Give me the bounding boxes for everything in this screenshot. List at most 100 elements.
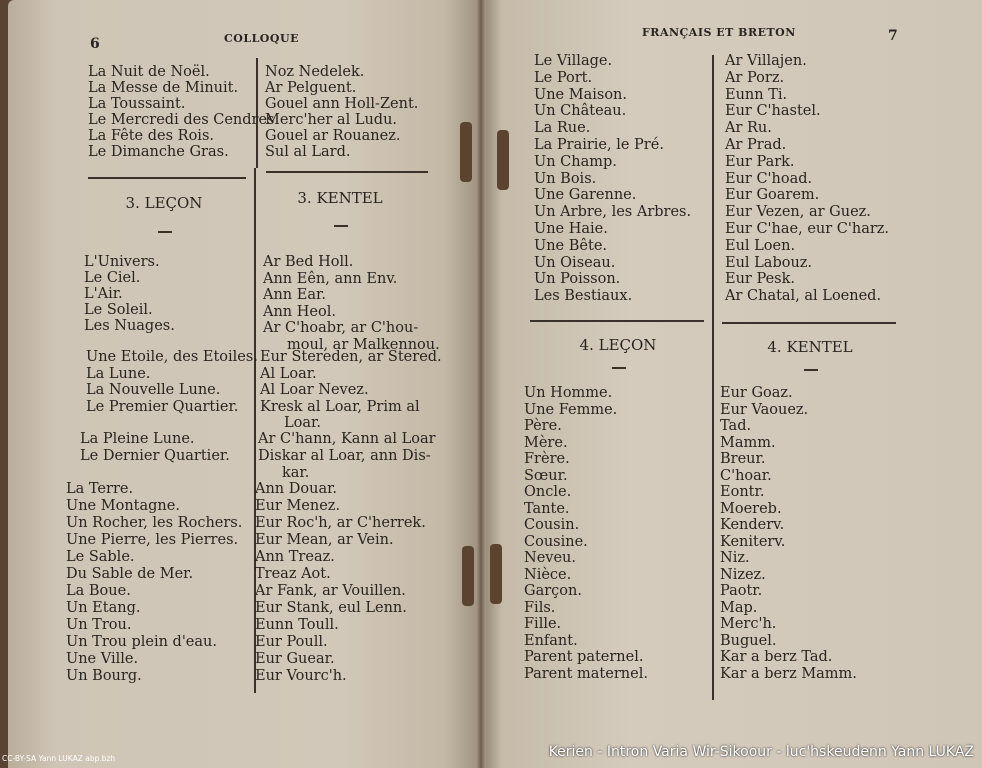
french-term: Le Dimanche Gras. <box>88 144 229 160</box>
french-term: Une Haie. <box>534 220 608 237</box>
french-term: La Rue. <box>534 120 591 137</box>
binding-hole <box>460 122 472 182</box>
breton-term: Nizez. <box>720 566 766 583</box>
french-term: La Fête des Rois. <box>88 128 214 144</box>
breton-term: Map. <box>720 599 758 616</box>
french-column: Un Homme. Une Femme. Père. Mère. Frère. Sœur.… <box>524 385 648 682</box>
breton-term: Eur Vaouez. <box>720 401 809 418</box>
breton-term: Niz. <box>720 550 750 566</box>
breton-term: Kar a berz Mamm. <box>720 665 857 682</box>
breton-term: Eontr. <box>720 484 765 500</box>
french-column: L'Univers. Le Ciel. L'Air. Le Soleil. Les Nu… <box>84 254 175 334</box>
breton-term: Ar Pelguent. <box>265 80 357 96</box>
binding-hole <box>490 544 502 604</box>
breton-term: Gouel ann Holl-Zent. <box>265 96 419 112</box>
running-header: FRANÇAIS ET BRETON <box>642 26 796 39</box>
breton-column: Noz Nedelek. Ar Pelguent. Gouel ann Holl-Z… <box>265 64 418 160</box>
breton-term: Buguel. <box>720 632 777 649</box>
french-term: Nièce. <box>524 566 572 583</box>
breton-term: Ar Ru. <box>725 120 772 137</box>
breton-term: Ann Eên, ann Env. <box>263 270 398 287</box>
breton-term: Eur Mean, ar Vein. <box>255 532 394 548</box>
lesson-heading-br: 3. KENTEL <box>297 189 383 207</box>
french-term: Tante. <box>524 500 570 517</box>
french-term: Un Homme. <box>524 385 613 401</box>
french-column: Le Village. Le Port. Une Maison. Un Château… <box>534 53 691 305</box>
breton-term: Eul Labouz. <box>725 254 813 271</box>
french-term: Un Bois. <box>534 170 597 187</box>
french-term: Un Trou plein d'eau. <box>66 634 217 650</box>
license-credit: CC-BY-SA Yann LUKAZ abp.bzh <box>2 754 116 763</box>
french-term: La Nouvelle Lune. <box>86 382 221 398</box>
french-term: Garçon. <box>524 583 582 599</box>
breton-term: Ann Douar. <box>255 481 338 497</box>
french-term: Un Trou. <box>66 617 132 633</box>
french-term: Un Rocher, les Rochers. <box>66 515 243 531</box>
breton-column: Ar Bed Holl. Ann Eên, ann Env. Ann Ear. Ann… <box>263 254 440 353</box>
french-column: La Terre. Une Montagne. Un Rocher, les Roc… <box>66 481 242 685</box>
breton-term: Ar Chatal, al Loened. <box>725 288 882 305</box>
photo-caption: Kerien - Intron Varia Wir-Sikoour - luc'… <box>548 744 974 760</box>
binding-hole <box>462 546 474 606</box>
lesson-heading-fr: 4. LEÇON <box>579 336 657 354</box>
french-term: La Pleine Lune. <box>80 431 195 447</box>
french-term: Les Bestiaux. <box>534 288 633 305</box>
french-term: Sœur. <box>524 467 568 484</box>
breton-term: Mamm. <box>720 434 776 451</box>
french-term: Un Champ. <box>534 153 617 170</box>
running-header: COLLOQUE <box>224 32 299 45</box>
french-term: Père. <box>524 418 562 434</box>
breton-term: Paotr. <box>720 583 763 599</box>
column-divider <box>712 55 714 700</box>
french-term: Le Port. <box>534 69 593 86</box>
french-term: Une Ville. <box>66 651 139 667</box>
french-term: Mère. <box>524 434 568 451</box>
breton-term: Eur Guear. <box>255 651 335 667</box>
breton-term: Kar a berz Tad. <box>720 649 833 665</box>
breton-term: C'hoar. <box>720 467 772 484</box>
french-term: La Messe de Minuit. <box>88 80 239 96</box>
french-term: Cousine. <box>524 533 588 550</box>
breton-column: Ar Villajen. Ar Porz. Eunn Ti. Eur C'hastel… <box>725 53 889 305</box>
french-term: Le Mercredi des Cendres <box>88 112 275 128</box>
breton-term: Keniterv. <box>720 533 786 550</box>
section-rule <box>88 177 246 179</box>
french-term: Une Montagne. <box>66 498 180 514</box>
breton-term: Eur Stank, eul Lenn. <box>255 600 407 616</box>
french-term: Les Nuages. <box>84 318 175 334</box>
breton-term: Eur Menez. <box>255 498 341 514</box>
breton-term: moul, ar Malkennou. <box>287 336 440 353</box>
breton-term: Eunn Ti. <box>725 86 788 103</box>
breton-term: Merc'her al Ludu. <box>265 112 398 128</box>
breton-term: Eur Vourc'h. <box>255 668 347 684</box>
french-term: Parent maternel. <box>524 665 648 682</box>
section-rule <box>266 171 428 173</box>
french-column: La Nuit de Noël. La Messe de Minuit. La To… <box>88 64 275 160</box>
breton-term: Ar C'hann, Kann al Loar <box>258 431 436 447</box>
french-term: Neveu. <box>524 550 576 566</box>
breton-column: Eur Stereden, ar Stered. Al Loar. Al Loar … <box>260 349 442 432</box>
breton-term: Al Loar Nevez. <box>260 382 369 398</box>
breton-term: Loar. <box>284 415 321 431</box>
lesson-heading-fr: 3. LEÇON <box>125 194 203 212</box>
heading-dash <box>158 231 172 233</box>
heading-dash <box>804 369 818 371</box>
breton-term: Eur C'hastel. <box>725 103 821 120</box>
breton-term: Sul al Lard. <box>265 144 351 160</box>
heading-dash <box>334 225 348 227</box>
heading-dash <box>612 367 626 369</box>
french-term: Cousin. <box>524 517 580 533</box>
breton-term: Ar Fank, ar Vouillen. <box>255 583 406 599</box>
breton-term: Eur Goaz. <box>720 385 793 401</box>
section-rule <box>530 320 704 322</box>
breton-term: Ann Treaz. <box>255 549 335 565</box>
left-page: 6 COLLOQUE 3. LEÇON 3. KENTEL La Nuit de… <box>8 0 482 768</box>
french-term: L'Air. <box>84 286 123 302</box>
french-term: Un Bourg. <box>66 668 142 684</box>
breton-term: Ar Porz. <box>725 69 785 86</box>
french-column: La Pleine Lune. Le Dernier Quartier. <box>80 431 230 465</box>
breton-term: Moereb. <box>720 500 782 517</box>
french-term: La Terre. <box>66 481 134 497</box>
page-number: 7 <box>888 28 898 44</box>
breton-term: Eur Goarem. <box>725 187 820 204</box>
